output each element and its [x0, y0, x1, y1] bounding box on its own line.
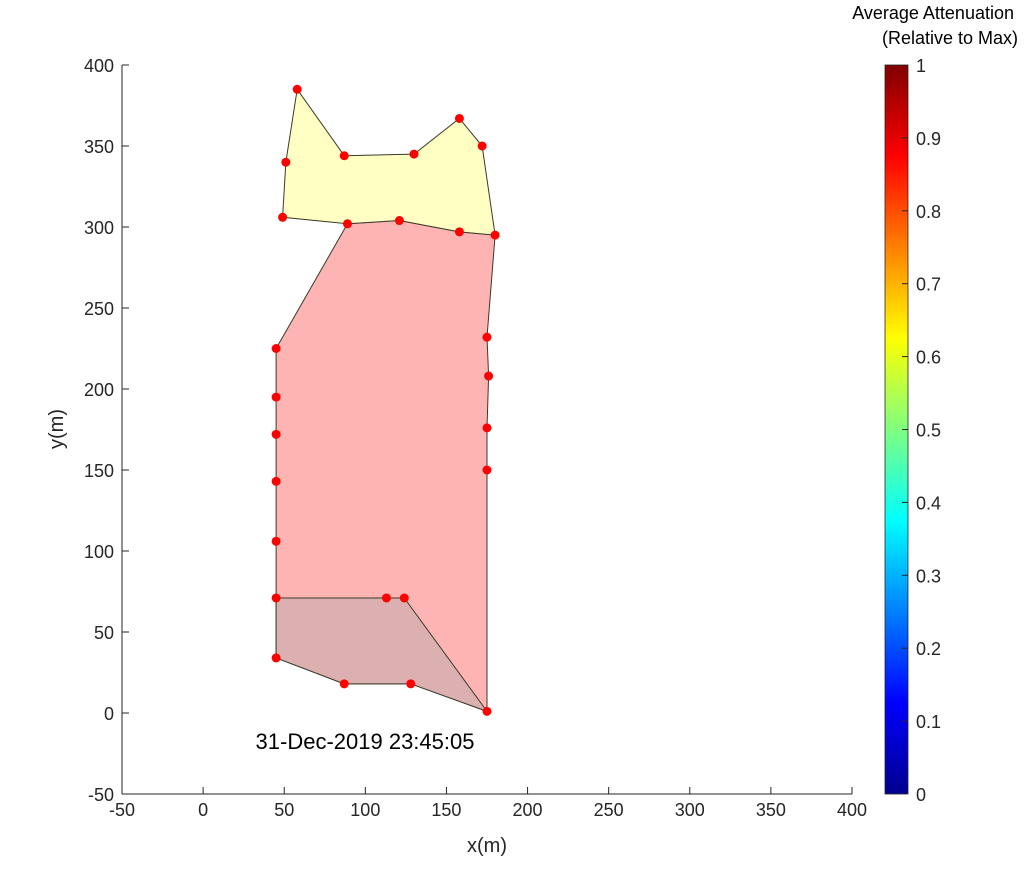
colorbar-tick-label: 0.7	[916, 275, 941, 295]
colorbar-tick-label: 1	[916, 56, 926, 76]
vertex-marker	[454, 227, 464, 237]
y-tick-label: 400	[84, 56, 114, 76]
vertex-marker	[409, 149, 419, 159]
vertex-marker	[339, 151, 349, 161]
y-tick-label: 0	[104, 704, 114, 724]
y-tick-label: 50	[94, 623, 114, 643]
x-tick-label: 250	[594, 800, 624, 820]
y-tick-label: 250	[84, 299, 114, 319]
y-tick-label: -50	[88, 785, 114, 805]
vertex-marker	[484, 371, 494, 381]
x-tick-label: 400	[837, 800, 867, 820]
vertex-marker	[271, 653, 281, 663]
vertex-marker	[482, 465, 492, 475]
colorbar-tick-label: 0.4	[916, 493, 941, 513]
region-yellow	[282, 88, 496, 236]
vertex-marker	[271, 593, 281, 603]
vertex-marker	[482, 332, 492, 342]
colorbar-tick-label: 0.9	[916, 129, 941, 149]
vertex-marker	[342, 219, 352, 229]
vertex-marker	[482, 423, 492, 433]
vertex-marker	[278, 212, 288, 222]
vertex-marker	[482, 706, 492, 716]
x-tick-label: 200	[513, 800, 543, 820]
y-tick-label: 300	[84, 218, 114, 238]
vertex-marker	[399, 593, 409, 603]
vertex-marker	[292, 84, 302, 94]
vertex-marker	[406, 679, 416, 689]
y-tick-label: 100	[84, 542, 114, 562]
axes: -50 0 50 100 150 200 250 300 350 400 -50 0 50 100 150 2…	[84, 56, 867, 820]
x-tick-label: 100	[350, 800, 380, 820]
x-tick-label: 350	[756, 800, 786, 820]
vertex-marker	[271, 476, 281, 486]
y-tick-label: 150	[84, 461, 114, 481]
vertex-marker	[454, 113, 464, 123]
vertex-marker	[477, 141, 487, 151]
colorbar-tick-label: 0.3	[916, 566, 941, 586]
x-tick-label: 0	[198, 800, 208, 820]
vertex-marker	[381, 593, 391, 603]
y-tick-label: 200	[84, 380, 114, 400]
vertex-marker	[271, 344, 281, 353]
x-tick-label: 150	[431, 800, 461, 820]
vertex-marker	[394, 216, 404, 226]
colorbar-tick-label: 0	[916, 785, 926, 805]
vertex-marker	[281, 157, 291, 167]
plot-area	[271, 84, 500, 716]
vertex-marker	[271, 429, 281, 439]
colorbar-tick-label: 0.2	[916, 639, 941, 659]
colorbar-title-line1: Average Attenuation	[852, 3, 1014, 23]
colorbar-tick-label: 0.5	[916, 421, 941, 441]
vertex-marker	[339, 679, 349, 689]
colorbar-tick-label: 0.1	[916, 712, 941, 732]
vertex-marker	[490, 230, 500, 240]
x-axis-label: x(m)	[467, 835, 507, 857]
y-tick-label: 350	[84, 137, 114, 157]
colorbar-title-line2: (Relative to Max)	[882, 28, 1018, 48]
colorbar-tick-label: 0.8	[916, 202, 941, 222]
vertex-marker	[271, 392, 281, 402]
colorbar-tick-label: 0.6	[916, 348, 941, 368]
vertex-marker	[271, 536, 281, 546]
y-axis-label: y(m)	[46, 409, 68, 449]
x-tick-label: 300	[675, 800, 705, 820]
x-tick-label: -50	[109, 800, 135, 820]
colorbar: 0 0.1 0.2 0.3 0.4 0.5 0.6 0.7 0.8 0.9 1	[884, 56, 941, 805]
timestamp-annotation: 31-Dec-2019 23:45:05	[256, 729, 475, 754]
x-tick-label: 50	[274, 800, 294, 820]
